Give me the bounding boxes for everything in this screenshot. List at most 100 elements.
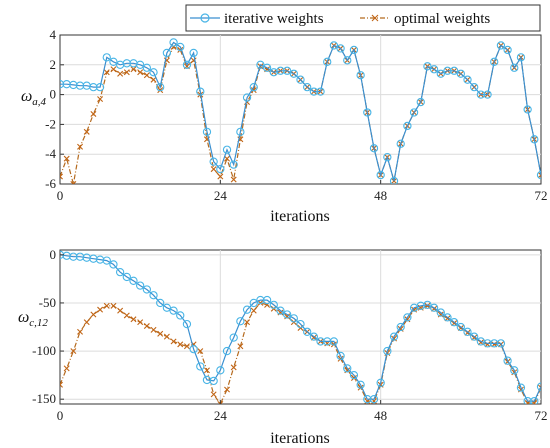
top-plot-y-tick-label: -6 [45,176,56,191]
top-plot-iterative-point [289,69,298,78]
bottom-plot-iterative-point [403,313,412,322]
bottom-plot-iterative-point [282,310,292,319]
bottom-plot-optimal-point [123,312,130,319]
top-plot-iterative-point [343,56,352,65]
bottom-plot-optimal-point-stroke-b [97,306,104,313]
top-plot-optimal-point-stroke-b [90,110,97,117]
top-plot-iterative-point [429,65,439,74]
bottom-plot-iterative-point [296,319,305,329]
bottom-plot-ylabel: ωc,12 [18,309,48,329]
bottom-plot-optimal-point [197,348,204,355]
bottom-plot-optimal-point [237,343,244,350]
bottom-plot-optimal-point [177,341,184,348]
top-plot-xlabel: iterations [270,208,330,225]
bottom-plot-iterative-point [262,295,272,305]
legend-optimal-x-stroke-b [371,14,379,22]
bottom-plot-x-tick-label: 24 [214,408,228,423]
bottom-plot-optimal-point-stroke-b [230,364,237,371]
bottom-plot-x-ticks: 0 24 48 72 [57,400,548,423]
bottom-plot-optimal-point [97,306,104,313]
top-plot-y-tick-label: -2 [45,116,56,131]
top-plot-iterative-point [456,69,465,78]
bottom-plot-iterative-point [356,380,365,389]
bottom-plot-iterative-point [496,339,506,348]
top-plot-optimal-point [77,143,84,150]
bottom-plot-iterative-point [396,322,405,332]
bottom-plot-optimal-point-stroke-b [63,365,70,372]
bottom-plot-optimal-point-stroke-b [103,302,110,309]
top-plot-optimal-point-stroke-a [60,175,63,180]
bottom-plot-iterative-point [536,382,541,391]
top-plot-optimal-point-stroke-b [123,69,130,76]
top-plot-iterative-point [416,97,425,107]
top-plot-iterative-point [349,45,359,55]
top-plot-optimal-point [70,181,77,184]
bottom-plot-optimal-point-stroke-b [244,319,251,326]
top-plot-optimal-point [97,96,104,103]
top-plot-optimal-point [538,172,541,179]
bottom-plot-optimal-point [217,401,224,404]
legend: iterative weights optimal weights [185,4,541,32]
top-plot-optimal-point [60,173,63,180]
top-plot-iterative-point [156,83,165,92]
bottom-plot-optimal-point-stroke-b [330,341,337,348]
bottom-plot-iterative-point [389,332,399,341]
top-plot-optimal-point-stroke-b [177,46,184,53]
bottom-plot-optimal-point [150,326,157,333]
bottom-plot-iterative-point [429,303,439,312]
bottom-plot-iterative-point [222,346,232,356]
bottom-plot-iterative-point [383,346,392,356]
bottom-plot-iterative-point [516,383,526,392]
bottom-plot-optimal-point-stroke-b [70,348,77,355]
bottom-plot-xlabel: iterations [270,430,330,447]
bottom-plot-iterative-point [196,362,205,371]
top-plot-iterative-point [470,83,479,92]
top-plot-ylabel-sub: a,4 [32,96,46,108]
bottom-plot-optimal-point-stroke-b [60,381,63,386]
bottom-plot-iterative-point [209,376,218,386]
top-plot-series [60,38,541,184]
bottom-plot-optimal-point-stroke-b [183,343,190,350]
bottom-plot-optimal-point [77,328,84,335]
top-plot-iterative-point [142,63,151,72]
bottom-plot-optimal-point [203,367,210,374]
bottom-plot-iterative-point [115,267,125,277]
bottom-plot-iterative-point [109,260,118,269]
top-plot-iterative-point [176,42,185,52]
bottom-plot-optimal-point-stroke-b [203,367,210,374]
bottom-plot: -150 -100 -50 0 0 24 48 72 iterations ωc,12 [18,247,548,447]
top-plot-iterative-point [222,145,232,154]
bottom-plot-iterative-point [303,327,312,336]
top-plot-optimal-point [103,69,110,76]
top-plot-iterative-point [236,127,245,136]
top-plot-iterative-point [242,93,252,102]
bottom-plot-optimal-point-stroke-b [250,307,257,314]
bottom-plot-optimal-point [230,364,237,371]
bottom-plot-ylabel-sub: c,12 [29,317,48,329]
bottom-plot-iterative-point [349,370,359,380]
bottom-plot-iterative-point [450,318,459,327]
bottom-plot-frame [59,249,542,405]
bottom-plot-iterative-point [129,276,138,285]
bottom-plot-iterative-point [463,327,472,336]
top-plot-y-tick-label: 4 [50,27,57,42]
bottom-plot-iterative-point [242,305,252,314]
top-plot-iterative-point [169,38,178,47]
top-plot-iterative-point [323,57,332,66]
top-plot-iterative-point [209,157,218,166]
top-plot-x-tick-label: 24 [214,188,228,203]
bottom-plot-optimal-point [224,386,231,393]
bottom-plot-optimal-point [170,338,177,345]
top-plot-iterative-point [530,135,539,144]
bottom-plot-optimal-point [163,333,170,340]
top-plot-x-ticks: 0 24 48 72 [57,180,548,203]
bottom-plot-optimal-point [244,319,251,326]
top-plot-iterative-point [102,53,111,62]
bottom-plot-optimal-point [183,343,190,350]
top-plot-optimal-point [224,155,231,162]
top-plot-iterative-point [490,57,499,66]
top-plot-iterative-point [536,170,541,180]
top-plot-iterative-point [403,121,412,131]
bottom-plot-optimal-point [250,307,257,314]
